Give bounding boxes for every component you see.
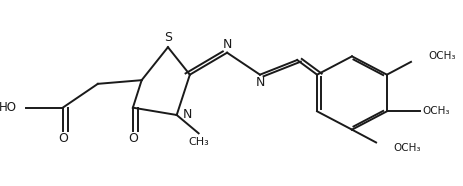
Text: OCH₃: OCH₃ [429,51,456,61]
Text: CH₃: CH₃ [188,137,209,147]
Text: S: S [164,31,172,44]
Text: N: N [255,76,265,89]
Text: OCH₃: OCH₃ [422,106,450,116]
Text: HO: HO [0,101,17,114]
Text: N: N [183,108,192,121]
Text: N: N [222,38,232,51]
Text: OCH₃: OCH₃ [394,143,421,153]
Text: O: O [128,132,138,145]
Text: O: O [58,132,68,145]
